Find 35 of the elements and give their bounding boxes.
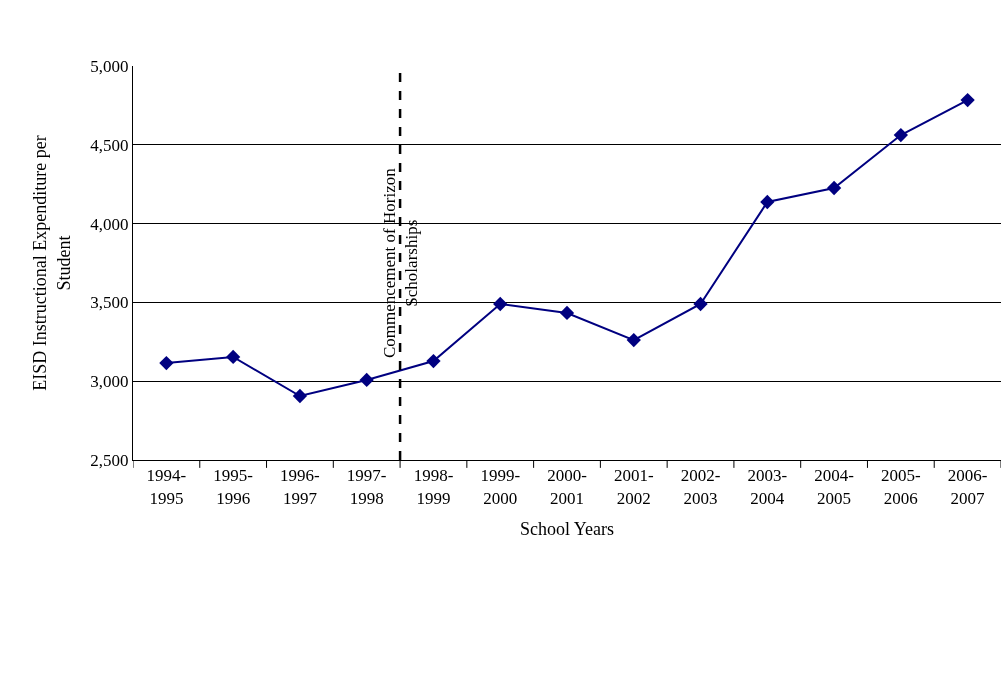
ref-line-label: Commencement of Horizon Scholarships [380,167,422,359]
point [493,296,508,312]
x-tick-label: 1997- 1998 [346,466,387,508]
point [893,127,908,143]
point [226,349,241,365]
x-tick-label: 1999- 2000 [480,466,521,508]
x-tick-label: 2005- 2006 [881,466,922,508]
y-tick-label: 3,000 [90,372,129,392]
x-tick-label: 1995- 1996 [213,466,254,508]
point [826,180,842,196]
x-axis-title: School Years [519,518,615,539]
point [159,355,174,371]
point [559,305,575,321]
x-tick-label: 2004- 2005 [814,466,855,508]
point [626,332,641,348]
point [760,194,775,210]
x-tick-label: 1996- 1997 [280,466,321,508]
y-tick-label: 4,000 [90,214,129,234]
y-tick-label: 3,500 [90,293,129,313]
x-tick-label: 2000- 2001 [547,466,588,508]
point [426,353,441,369]
x-tick-label: 1994- 1995 [146,466,187,508]
y-axis-title: EISD Instructional Expenditure per Student [30,135,74,391]
x-tick-label: 2003- 2004 [747,466,788,508]
y-tick-label: 5,000 [90,56,129,76]
y-tick-label: 2,500 [90,450,129,470]
point [292,388,308,404]
x-tick-label: 1998- 1999 [413,466,454,508]
x-tick-label: 2001- 2002 [613,466,654,508]
point [693,296,708,312]
y-tick-label: 4,500 [90,135,129,155]
point [960,92,975,108]
point [359,372,374,388]
x-tick-label: 2002- 2003 [680,466,721,508]
x-tick-label: 2006- 2007 [947,466,988,508]
